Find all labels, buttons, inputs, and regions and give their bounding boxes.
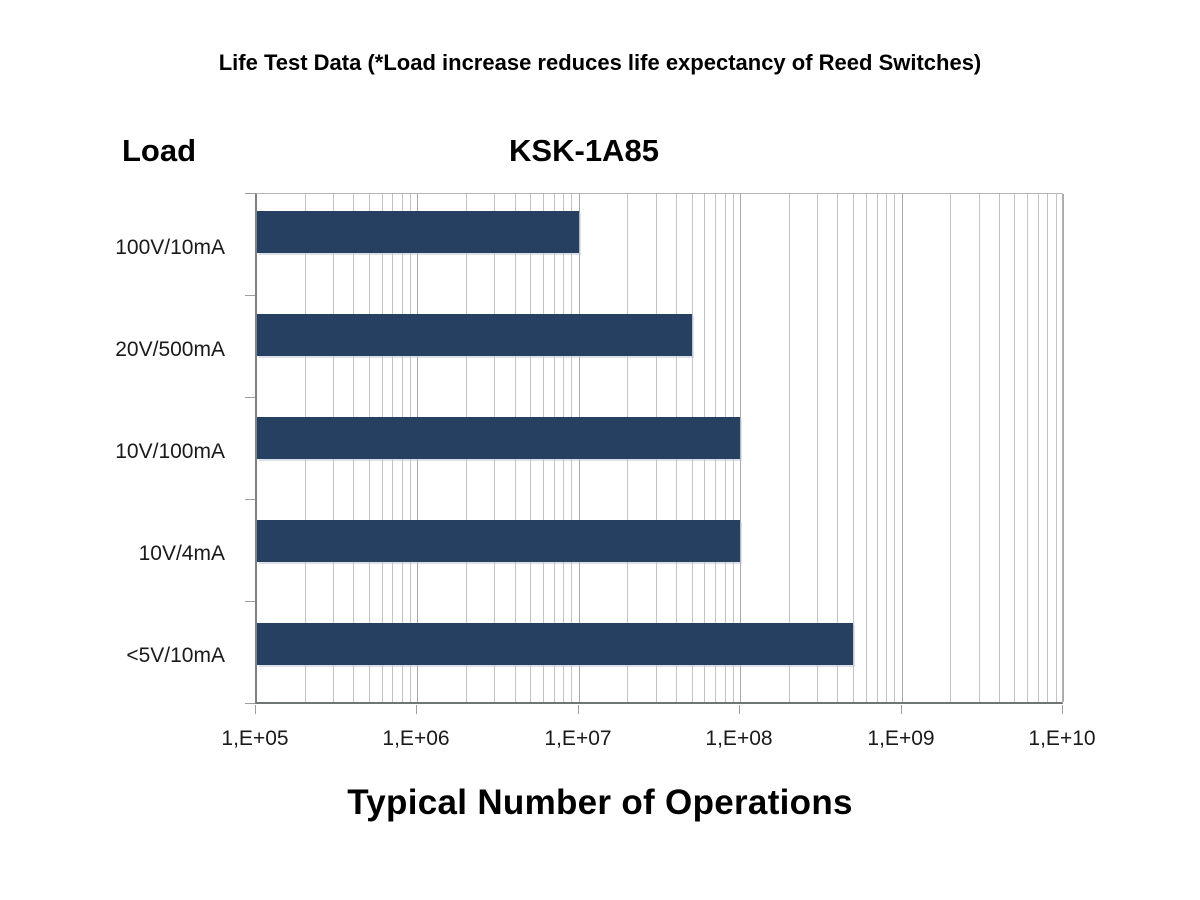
category-label: 100V/10mA (115, 236, 225, 259)
x-tick-label: 1,E+09 (867, 727, 935, 750)
x-axis-tick (901, 705, 902, 714)
minor-gridline (950, 194, 952, 702)
major-gridline (901, 194, 903, 702)
y-axis-tick (245, 193, 255, 194)
bar-10v-4ma (257, 520, 741, 562)
minor-gridline (894, 194, 896, 702)
y-axis-tick (245, 703, 255, 704)
minor-gridline (978, 194, 980, 702)
bar-20v-500ma (257, 314, 692, 356)
x-tick-label: 1,E+10 (1028, 727, 1096, 750)
minor-gridline (998, 194, 1000, 702)
minor-gridline (853, 194, 854, 702)
plot-area (255, 193, 1064, 704)
bar-100v-10ma (257, 211, 579, 253)
minor-gridline (1055, 194, 1057, 702)
x-axis-tick (416, 705, 417, 714)
category-label: 10V/4mA (138, 542, 225, 565)
minor-gridline (1027, 194, 1029, 702)
x-axis-tick (255, 705, 256, 714)
minor-gridline (788, 194, 790, 702)
y-axis-tick (245, 397, 255, 398)
x-axis-title: Typical Number of Operations (347, 783, 853, 822)
y-axis-tick (245, 499, 255, 500)
chart-title: KSK-1A85 (509, 133, 659, 168)
category-label: <5V/10mA (126, 644, 225, 667)
page-title: Life Test Data (*Load increase reduces l… (218, 50, 982, 75)
x-axis-tick (1062, 705, 1063, 714)
category-label: 20V/500mA (115, 338, 225, 361)
y-axis-tick (245, 601, 255, 602)
minor-gridline (837, 194, 839, 702)
x-axis-tick (739, 705, 740, 714)
minor-gridline (1014, 194, 1016, 702)
minor-gridline (865, 194, 867, 702)
minor-gridline (1038, 194, 1039, 702)
bar-10v-100ma (257, 417, 741, 459)
minor-gridline (1047, 194, 1049, 702)
x-axis-tick (578, 705, 579, 714)
minor-gridline (817, 194, 819, 702)
bar--5v-10ma (257, 623, 853, 665)
minor-gridline (886, 194, 887, 702)
x-tick-label: 1,E+05 (221, 727, 289, 750)
x-tick-label: 1,E+08 (705, 727, 773, 750)
y-axis-tick (245, 295, 255, 296)
x-tick-label: 1,E+06 (382, 727, 450, 750)
x-tick-label: 1,E+07 (544, 727, 612, 750)
major-gridline (740, 194, 742, 702)
major-gridline (1063, 194, 1064, 702)
minor-gridline (876, 194, 878, 702)
category-label: 10V/100mA (115, 440, 225, 463)
y-axis-header-load: Load (122, 133, 197, 168)
